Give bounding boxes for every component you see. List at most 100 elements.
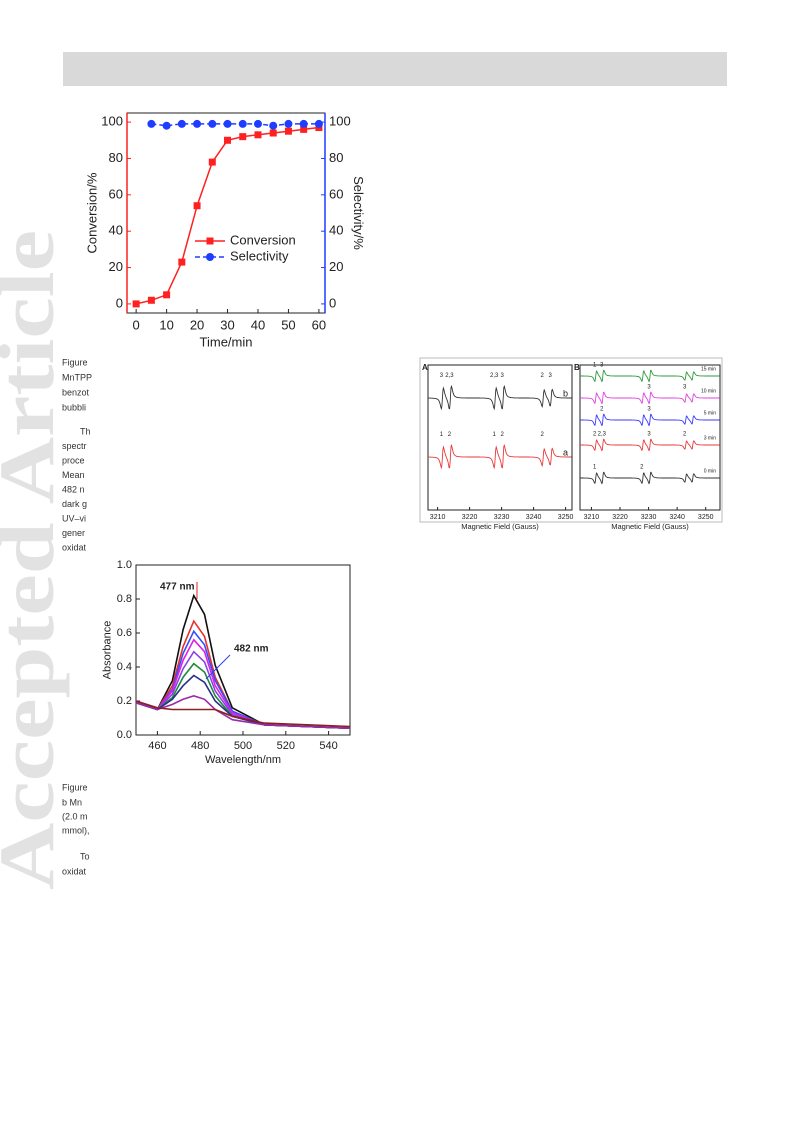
epr-trace: [428, 384, 572, 411]
text-fragment: proce: [62, 455, 85, 465]
y2-tick-label: 100: [329, 114, 351, 129]
peak-label: 2: [683, 431, 687, 437]
y2-tick-label: 20: [329, 259, 343, 274]
x-tick-label: 0: [133, 317, 140, 332]
marker: [193, 202, 201, 210]
peak-label: 2: [541, 373, 545, 379]
panel-label: A: [422, 363, 428, 372]
x-tick-label: 520: [277, 740, 295, 752]
x-axis-label: Magnetic Field (Gauss): [461, 522, 539, 531]
x-tick-label: 540: [319, 740, 337, 752]
trace-label: 15 min: [701, 366, 716, 372]
peak-label: 2: [541, 432, 545, 438]
trace-label: 5 min: [704, 410, 716, 416]
x-tick-label: 3240: [669, 514, 685, 521]
marker: [147, 119, 156, 128]
x-tick-label: 3250: [558, 514, 574, 521]
peak-label: 3: [683, 384, 687, 390]
y-tick-label: 0: [116, 295, 123, 310]
x-tick-label: 3230: [494, 514, 510, 521]
panel-frame: [427, 364, 573, 511]
panel-frame: [579, 364, 721, 511]
legend-marker: [206, 253, 214, 261]
text-fragment: Figure: [62, 357, 88, 367]
marker: [224, 136, 232, 144]
peak-label: 2,3: [490, 373, 499, 379]
x-tick-label: 3230: [641, 514, 657, 521]
x-tick-label: 60: [312, 317, 326, 332]
text-fragment: oxidat: [62, 542, 87, 552]
text-fragment: 482 n: [62, 484, 85, 494]
annotation: 477 nm: [160, 582, 195, 593]
series-line: [135, 695, 351, 729]
marker: [223, 119, 232, 128]
text-fragment: dark g: [62, 499, 87, 509]
peak-label: 3: [647, 406, 651, 412]
legend-label: Conversion: [230, 232, 296, 247]
text-fragment: bubbli: [62, 402, 86, 412]
y-tick-label: 80: [109, 150, 123, 165]
series-line: [151, 123, 319, 127]
y-tick-label: 20: [109, 259, 123, 274]
x-axis-label: Wavelength/nm: [205, 754, 281, 766]
peak-label: 2,3: [598, 431, 607, 437]
x-tick-label: 3220: [612, 514, 628, 521]
marker: [253, 119, 262, 128]
x-tick-label: 3220: [462, 514, 478, 521]
epr-trace: [580, 471, 720, 485]
epr-trace: [580, 391, 720, 405]
marker: [163, 291, 171, 299]
marker: [254, 131, 262, 139]
peak-label: 3: [600, 362, 604, 368]
peak-label: 2: [600, 406, 604, 412]
text-fragment: UV–vi: [62, 513, 86, 523]
text-fragment: Th: [80, 426, 91, 436]
marker: [314, 119, 323, 128]
header-bar: [63, 52, 727, 86]
series-line: [135, 619, 351, 729]
x-axis-label: Time/min: [200, 334, 253, 349]
peak-label: 2: [593, 431, 597, 437]
marker: [147, 296, 155, 304]
marker: [284, 127, 292, 135]
y2-tick-label: 80: [329, 150, 343, 165]
series-line: [135, 126, 319, 305]
peak-label: 3: [647, 431, 651, 437]
peak-label: 1: [593, 362, 597, 368]
text-fragment: MnTPP: [62, 372, 92, 382]
series-line: [135, 638, 351, 729]
chart: 460 480 500 520 540 0.0 0.2 0.4 0.6 0.8 1.0 Wavelen…: [101, 559, 351, 766]
x-tick-label: 480: [191, 740, 209, 752]
marker: [208, 119, 217, 128]
text-fragment: (2.0 m: [62, 811, 88, 821]
y-tick-label: 100: [101, 114, 123, 129]
marker: [284, 119, 293, 128]
epr-trace: [428, 443, 572, 470]
x-tick-label: 10: [159, 317, 173, 332]
trace-label: 3 min: [704, 435, 716, 441]
text-fragment: mmol),: [62, 825, 90, 835]
y-tick-label: 1.0: [117, 559, 132, 571]
marker: [193, 119, 202, 128]
x-tick-label: 3240: [526, 514, 542, 521]
text-fragment: oxidat: [62, 866, 87, 876]
annotation-arrow: [205, 654, 231, 680]
trace-label: b: [563, 388, 568, 398]
x-axis-label: Magnetic Field (Gauss): [611, 522, 689, 531]
y-tick-label: 0.2: [117, 695, 132, 707]
epr-trace: [580, 369, 720, 383]
x-tick-label: 460: [148, 740, 166, 752]
x-tick-label: 500: [234, 740, 252, 752]
y-tick-label: 0.8: [117, 593, 132, 605]
x-tick-label: 50: [281, 317, 295, 332]
legend-marker: [206, 237, 214, 245]
y-tick-label: 0.0: [117, 729, 132, 741]
peak-label: 1: [493, 432, 497, 438]
y2-axis-label: Selectivity/%: [351, 176, 366, 250]
text-fragment: To: [80, 851, 90, 861]
peak-label: 3: [440, 373, 444, 379]
marker: [178, 258, 186, 266]
x-tick-label: 30: [220, 317, 234, 332]
annotation: 482 nm: [234, 644, 269, 655]
text-fragment: benzot: [62, 387, 90, 397]
